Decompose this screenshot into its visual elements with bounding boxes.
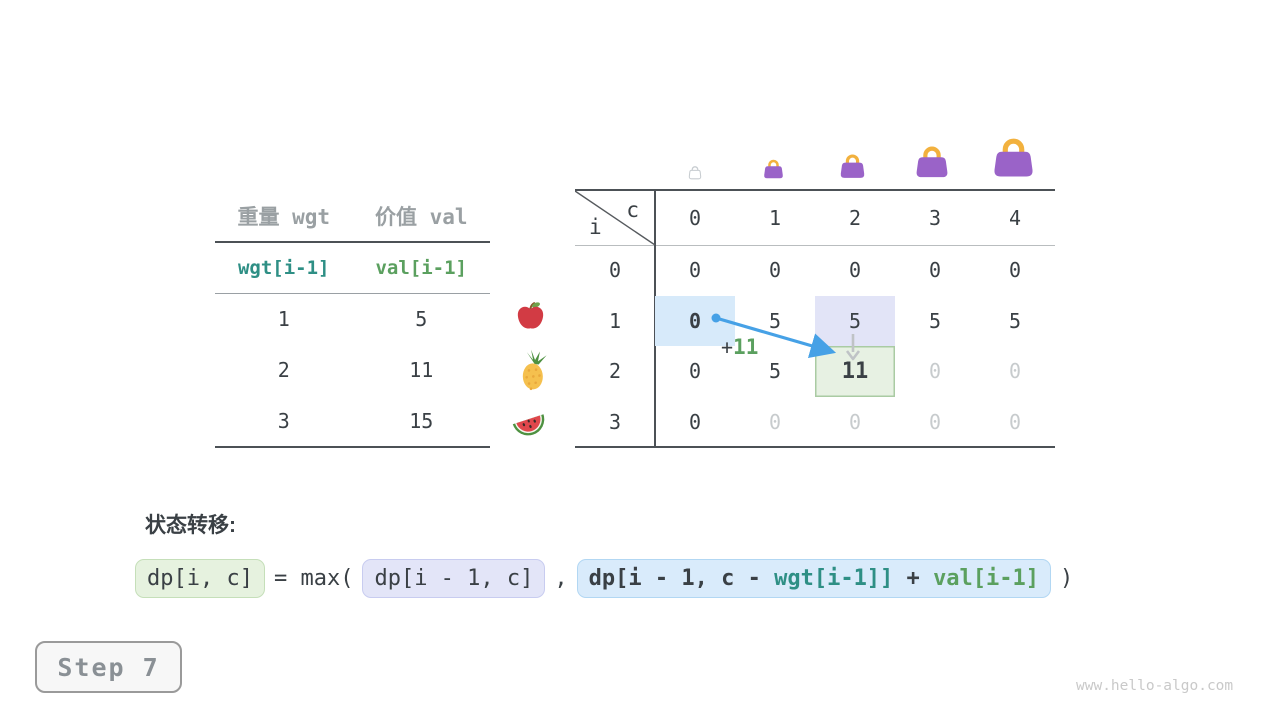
- item-table-index-wgt: wgt[i-1]: [237, 256, 330, 279]
- item-2-weight: 2: [277, 357, 290, 382]
- state-transition-formula: dp[i, c] = max( dp[i - 1, c] , dp[i - 1,…: [135, 559, 1073, 598]
- dp-cell-2-3: 0: [928, 359, 942, 384]
- dp-cell-0-1: 0: [768, 258, 782, 283]
- dp-cell-2-1: 5: [768, 359, 782, 384]
- row-variable-label: i: [589, 215, 602, 239]
- dp-cell-2-4: 0: [1008, 359, 1022, 384]
- formula-arg2-wgt-term: wgt[i-1]]: [774, 566, 894, 591]
- apple-icon: [514, 300, 547, 338]
- item-row-3: 3 15: [215, 395, 490, 446]
- dp-row-3: 0 0 0 0 0: [655, 397, 1055, 448]
- dp-table-body: 0 0 0 0 0 0 5 5 5 5 0 5 11 0 0 0 0 0 0 0: [655, 245, 1055, 447]
- item-table-header-value: 价值 val: [374, 204, 468, 229]
- bag-outline-icon: [687, 164, 703, 185]
- dp-column-headers: 0 1 2 3 4: [655, 190, 1055, 245]
- step-button-label: Step 7: [57, 652, 160, 682]
- bag-icon-1: [762, 157, 785, 185]
- item-3-weight: 3: [277, 408, 290, 433]
- pineapple-icon: [515, 348, 553, 397]
- bag-icon-2: [838, 151, 867, 185]
- gain-value: 11: [733, 335, 759, 359]
- dp-cell-2-0: 0: [688, 359, 702, 384]
- col-header-3: 3: [928, 205, 942, 230]
- transfer-gain-label: + 11: [721, 335, 758, 359]
- formula-arg2-val-term: val[i-1]: [933, 566, 1040, 591]
- dp-cell-2-2-highlight-green: 11: [815, 346, 895, 397]
- dp-row-1: 0 5 5 5 5: [655, 295, 1055, 346]
- dp-cell-3-4: 0: [1008, 409, 1022, 434]
- item-table: 重量 wgt 价值 val wgt[i-1] val[i-1] 1 5 2 11…: [215, 190, 490, 448]
- state-transition-heading: 状态转移:: [145, 514, 236, 537]
- item-2-value: 11: [409, 357, 434, 382]
- row-label-2: 2: [608, 359, 622, 384]
- divider: [215, 241, 490, 243]
- item-row-2: 2 11: [215, 344, 490, 395]
- dp-cell-3-1: 0: [768, 409, 782, 434]
- formula-comma: ,: [554, 566, 568, 591]
- col-variable-label: c: [626, 198, 639, 222]
- item-3-value: 15: [409, 408, 434, 433]
- dp-table-top-border: [575, 189, 1055, 191]
- dp-cell-0-0: 0: [688, 258, 702, 283]
- dp-row-0: 0 0 0 0 0: [655, 245, 1055, 296]
- plus-sign: +: [721, 335, 734, 359]
- dp-cell-3-2: 0: [848, 409, 862, 434]
- divider: [215, 446, 490, 448]
- bag-icon-4: [990, 133, 1037, 185]
- formula-arg1-box: dp[i - 1, c]: [362, 559, 546, 598]
- formula-arg2-box: dp[i - 1, c - wgt[i-1]] + val[i-1]: [576, 559, 1052, 598]
- dp-cell-0-2: 0: [848, 258, 862, 283]
- dp-cell-1-2-highlight-purple: 5: [815, 295, 895, 346]
- row-label-3: 3: [608, 409, 622, 434]
- corner-diagonal-line: [575, 190, 655, 245]
- dp-table-bottom-border: [575, 446, 1055, 448]
- dp-cell-1-3: 5: [928, 308, 942, 333]
- watermark: www.hello-algo.com: [1076, 678, 1234, 694]
- dp-row-2: 0 5 11 0 0: [655, 346, 1055, 397]
- col-header-1: 1: [768, 205, 782, 230]
- divider: [215, 293, 490, 294]
- dp-corner-cell: c i: [575, 190, 655, 245]
- formula-equals-max: = max(: [273, 566, 354, 591]
- dp-cell-3-3: 0: [928, 409, 942, 434]
- row-label-0: 0: [608, 258, 622, 283]
- bag-icon-3: [913, 142, 951, 185]
- dp-table-header-divider: [575, 245, 1055, 246]
- col-header-0: 0: [688, 205, 702, 230]
- item-1-value: 5: [415, 306, 428, 331]
- col-header-2: 2: [848, 205, 862, 230]
- dp-cell-3-0: 0: [688, 409, 702, 434]
- dp-cell-0-4: 0: [1008, 258, 1022, 283]
- item-1-weight: 1: [277, 306, 290, 331]
- formula-lhs-box: dp[i, c]: [135, 559, 265, 598]
- item-table-index-val: val[i-1]: [375, 256, 467, 279]
- formula-arg2-prefix: dp[i - 1, c -: [588, 566, 775, 591]
- col-header-4: 4: [1008, 205, 1022, 230]
- formula-close-paren: ): [1060, 566, 1074, 591]
- formula-arg2-plus: +: [893, 566, 934, 591]
- dp-cell-0-3: 0: [928, 258, 942, 283]
- dp-cell-1-4: 5: [1008, 308, 1022, 333]
- item-table-header-weight: 重量 wgt: [237, 204, 331, 229]
- row-label-1: 1: [608, 308, 622, 333]
- watermelon-icon: [510, 403, 548, 446]
- dp-row-labels: 0 1 2 3: [575, 245, 655, 447]
- item-row-1: 1 5: [215, 293, 490, 344]
- step-button[interactable]: Step 7: [35, 641, 182, 693]
